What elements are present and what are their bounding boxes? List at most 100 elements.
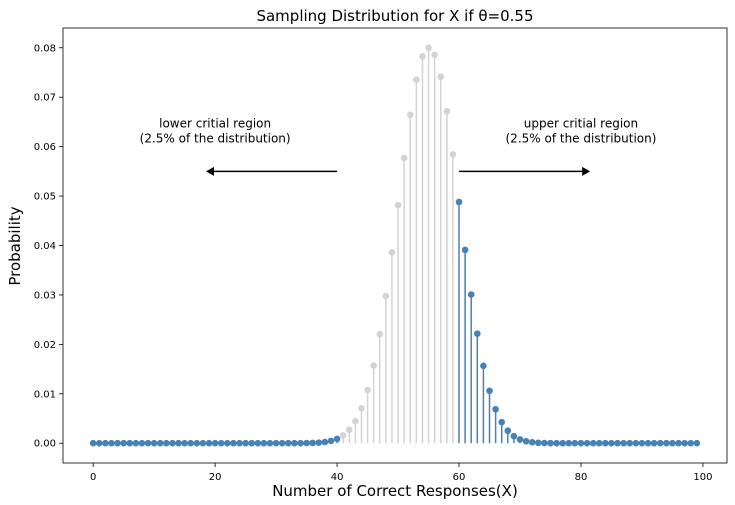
stem-marker <box>632 439 640 447</box>
stem-marker <box>114 439 121 447</box>
x-axis-label: Number of Correct Responses(X) <box>272 482 518 500</box>
stem-marker <box>388 248 396 256</box>
stem-marker <box>608 439 615 447</box>
stem-marker <box>370 362 377 369</box>
stem-marker <box>358 404 365 412</box>
y-tick-label: 0.04 <box>34 241 56 252</box>
stem-marker <box>187 439 195 447</box>
stem-marker <box>650 439 658 447</box>
stem-marker <box>205 439 213 447</box>
stem-marker <box>467 291 475 298</box>
stem-marker <box>571 439 579 447</box>
stem-marker <box>589 439 597 447</box>
stem-marker <box>644 439 652 447</box>
x-tick-label: 0 <box>90 472 96 483</box>
stem-marker <box>565 439 573 447</box>
stem-marker <box>620 439 627 447</box>
stem-marker <box>394 201 402 209</box>
plot-area <box>62 27 728 464</box>
annotation-text: (2.5% of the distribution) <box>506 132 657 146</box>
stem-marker <box>492 405 499 413</box>
stem-marker <box>138 439 146 447</box>
y-tick-label: 0.02 <box>34 340 56 351</box>
stem-marker <box>541 439 548 447</box>
stem-marker <box>333 435 341 443</box>
stem-marker <box>248 439 256 447</box>
stem-marker <box>102 439 109 447</box>
stem-marker <box>260 439 268 447</box>
arrow-head-icon <box>582 166 591 176</box>
stem-marker <box>669 439 676 447</box>
stem-marker <box>583 439 591 447</box>
stem-marker <box>425 44 432 52</box>
stem-series <box>89 44 701 447</box>
stem-marker <box>217 439 225 447</box>
stem-marker <box>675 439 682 447</box>
arrow-head-icon <box>205 166 214 176</box>
stem-marker <box>272 439 280 447</box>
stem-marker <box>663 439 670 447</box>
stem-marker <box>474 330 481 337</box>
stem-marker <box>89 439 97 447</box>
x-tick-label: 60 <box>453 472 466 483</box>
stem-marker <box>364 386 371 394</box>
stem-marker <box>498 418 506 426</box>
y-tick-label: 0.08 <box>34 43 56 54</box>
stem-marker <box>224 439 231 447</box>
stem-marker <box>480 362 487 370</box>
stem-marker <box>150 439 158 447</box>
stem-marker <box>108 439 115 447</box>
y-axis-label: Probability <box>6 206 24 285</box>
stem-marker <box>406 111 414 119</box>
stem-marker <box>516 436 524 443</box>
stem-marker <box>303 439 310 447</box>
stem-marker <box>602 439 609 447</box>
stem-marker <box>443 107 451 115</box>
stem-marker <box>242 439 249 447</box>
stem-marker <box>577 439 585 447</box>
y-tick-label: 0.00 <box>34 439 56 450</box>
stem-marker <box>553 439 560 447</box>
stem-marker <box>291 439 298 447</box>
stem-marker <box>297 439 304 447</box>
stem-marker <box>400 154 408 162</box>
stem-marker <box>95 439 103 447</box>
stem-marker <box>181 439 188 447</box>
stem-marker <box>345 426 353 434</box>
x-tick-label: 100 <box>693 472 712 483</box>
y-tick-label: 0.05 <box>34 192 56 203</box>
stem-marker <box>376 330 384 338</box>
stem-marker <box>614 439 621 447</box>
stem-marker <box>163 439 170 447</box>
stem-marker <box>309 439 316 447</box>
stem-marker <box>687 439 695 447</box>
y-tick-label: 0.07 <box>34 93 56 104</box>
y-tick-label: 0.03 <box>34 290 56 301</box>
stem-marker <box>193 439 201 447</box>
stem-marker <box>534 439 542 447</box>
stem-marker <box>132 439 140 447</box>
stem-marker <box>284 439 292 447</box>
axis-ticks: 0 20 40 60 80 100 0.00 0.01 0.02 0.03 0.04 0.05 0.06… <box>34 43 713 483</box>
stem-marker <box>156 439 164 447</box>
stem-marker <box>175 439 182 447</box>
stem-marker <box>522 437 530 445</box>
stem-marker <box>254 439 262 447</box>
stem-marker <box>693 439 701 447</box>
stem-marker <box>449 151 457 158</box>
stem-marker <box>626 439 634 447</box>
annotations: lower critial region (2.5% of the distrib… <box>140 117 657 176</box>
stem-marker <box>638 439 646 447</box>
stem-marker <box>431 51 438 59</box>
annotation-text: lower critial region <box>159 117 271 131</box>
stem-marker <box>169 439 176 447</box>
stem-marker <box>486 387 493 395</box>
stem-marker <box>199 439 207 447</box>
stem-marker <box>528 438 536 446</box>
stem-marker <box>236 439 243 447</box>
stem-marker <box>461 246 469 254</box>
stem-marker <box>266 439 274 447</box>
stem-marker <box>339 432 347 439</box>
stem-marker <box>230 439 237 447</box>
stem-marker <box>455 198 463 206</box>
